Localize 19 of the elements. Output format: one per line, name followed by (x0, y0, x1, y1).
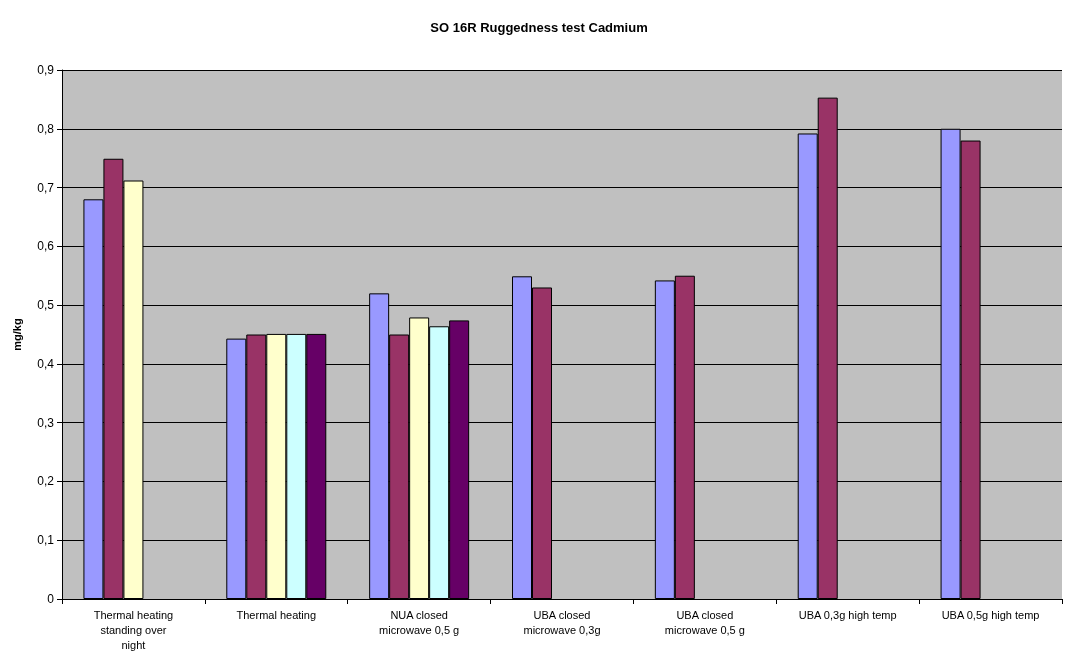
x-tick-label: Thermal heating (236, 608, 317, 621)
x-tick-label: UBA closed microwave 0,5 g (664, 608, 745, 636)
x-tick-label: UBA 0,3g high temp (798, 608, 897, 621)
y-tick-label: 0,9 (37, 63, 55, 77)
x-tick-label: UBA closed microwave 0,3g (523, 608, 601, 636)
chart-title: SO 16R Ruggedness test Cadmium (430, 20, 648, 35)
y-tick-label: 0,2 (37, 474, 55, 489)
y-tick-label: 0,7 (37, 180, 55, 195)
x-tick-label: NUA closed microwave 0,5 g (379, 608, 460, 636)
y-tick-label: 0,8 (37, 121, 55, 136)
y-tick-label: 0,3 (37, 415, 55, 430)
x-tick-label: UBA 0,5g high temp (941, 608, 1040, 621)
y-tick-label: 0,6 (37, 239, 55, 254)
y-tick-label: 0,5 (37, 298, 55, 313)
y-tick-label: 0 (47, 592, 55, 606)
y-tick-label: 0,1 (37, 533, 55, 548)
x-tick-label: Thermal heating standing over night (93, 608, 174, 651)
y-axis-title: mg/kg (10, 318, 23, 351)
y-tick-label: 0,4 (37, 356, 55, 371)
